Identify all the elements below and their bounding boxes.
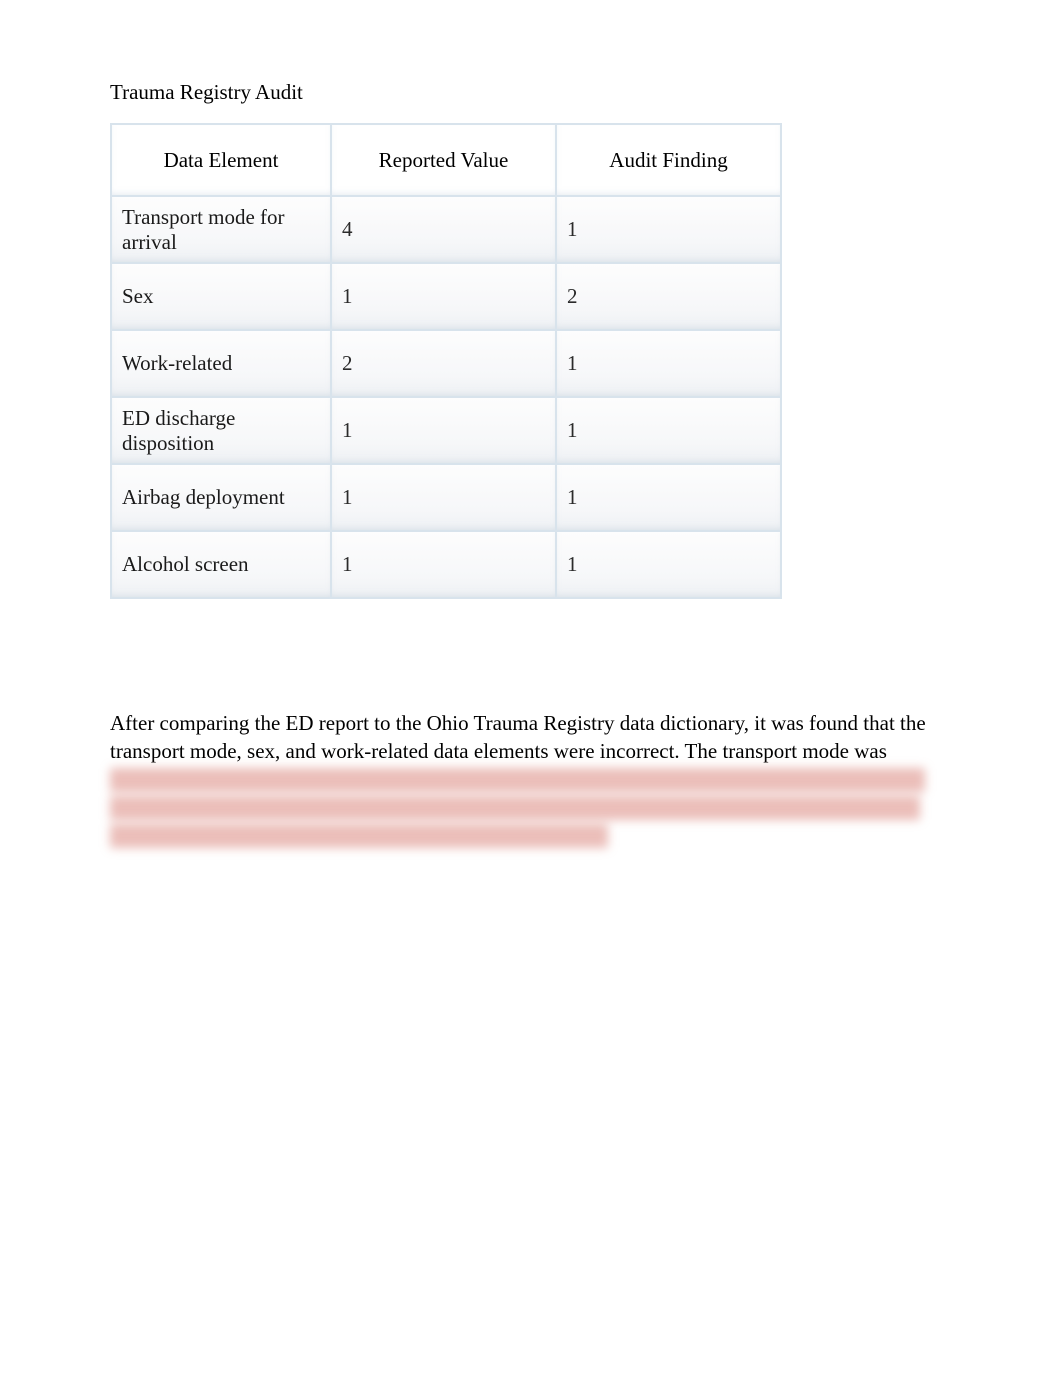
cell-reported: 1 (331, 531, 556, 598)
page-title: Trauma Registry Audit (110, 80, 952, 105)
cell-reported: 1 (331, 397, 556, 464)
analysis-paragraph: After comparing the ED report to the Ohi… (110, 709, 952, 851)
cell-finding: 2 (556, 263, 781, 330)
audit-table-container: Data Element Reported Value Audit Findin… (110, 123, 780, 599)
cell-element: Alcohol screen (111, 531, 331, 598)
col-header-audit-finding: Audit Finding (556, 124, 781, 196)
cell-finding: 1 (556, 531, 781, 598)
cell-element: Transport mode for arrival (111, 196, 331, 263)
paragraph-obscured-line: make him a mail carrier and thus work oc… (110, 824, 608, 848)
cell-element: Work-related (111, 330, 331, 397)
cell-finding: 1 (556, 464, 781, 531)
paragraph-obscured-line: entered as a private vehicle, but the pa… (110, 768, 925, 792)
cell-element: Airbag deployment (111, 464, 331, 531)
cell-element: ED discharge disposition (111, 397, 331, 464)
cell-reported: 4 (331, 196, 556, 263)
cell-finding: 1 (556, 196, 781, 263)
table-row: Airbag deployment 1 1 (111, 464, 781, 531)
table-row: Transport mode for arrival 4 1 (111, 196, 781, 263)
paragraph-visible-text: After comparing the ED report to the Ohi… (110, 711, 926, 763)
cell-finding: 1 (556, 330, 781, 397)
cell-element: Sex (111, 263, 331, 330)
cell-reported: 1 (331, 263, 556, 330)
table-row: Sex 1 2 (111, 263, 781, 330)
table-header-row: Data Element Reported Value Audit Findin… (111, 124, 781, 196)
table-row: Alcohol screen 1 1 (111, 531, 781, 598)
paragraph-obscured-line: male, but the patient is female. The HPI… (110, 796, 920, 820)
cell-reported: 1 (331, 464, 556, 531)
col-header-reported-value: Reported Value (331, 124, 556, 196)
table-row: Work-related 2 1 (111, 330, 781, 397)
cell-finding: 1 (556, 397, 781, 464)
audit-table: Data Element Reported Value Audit Findin… (110, 123, 782, 599)
cell-reported: 2 (331, 330, 556, 397)
table-row: ED discharge disposition 1 1 (111, 397, 781, 464)
col-header-data-element: Data Element (111, 124, 331, 196)
